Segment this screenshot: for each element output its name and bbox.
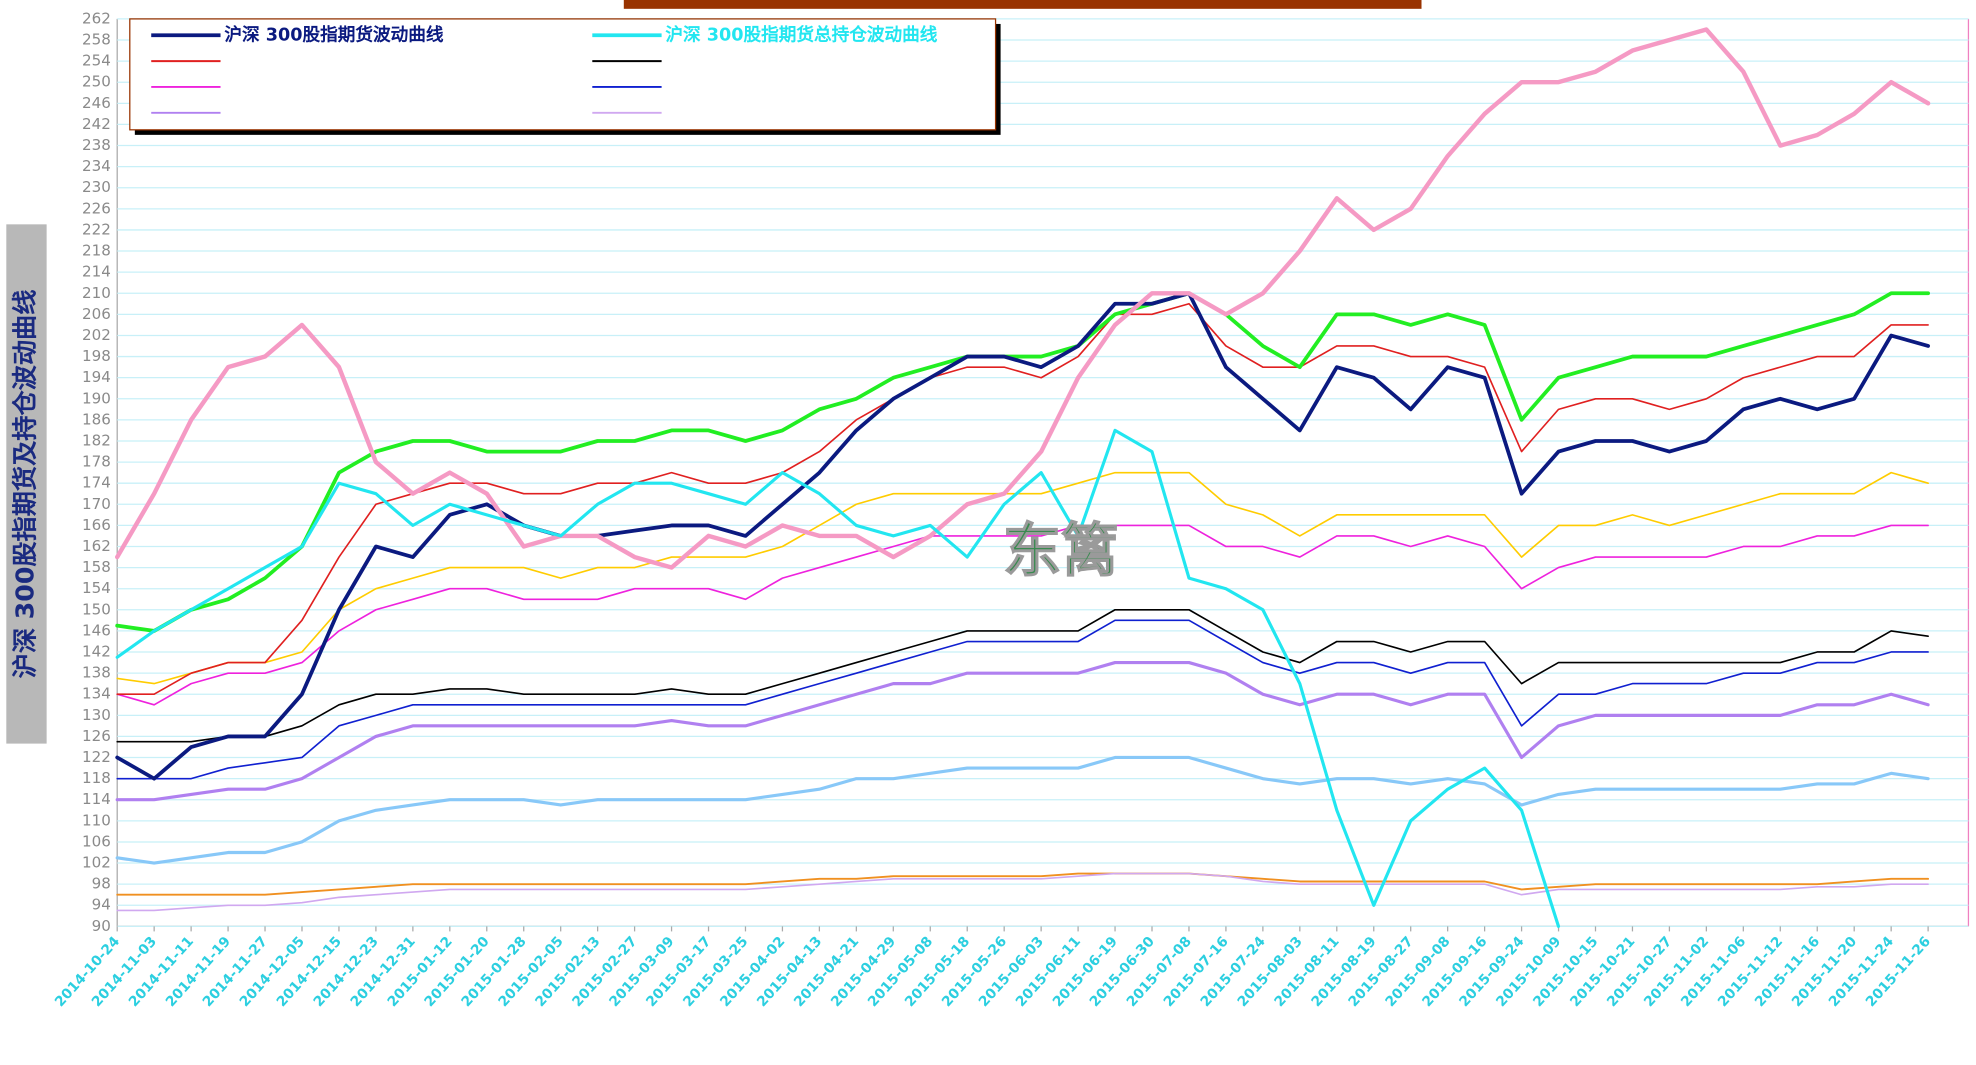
y-tick-label: 194 xyxy=(82,368,111,386)
y-tick-label: 90 xyxy=(92,917,111,935)
series-line xyxy=(115,755,1930,865)
y-tick-label: 206 xyxy=(82,305,111,323)
y-tick-label: 130 xyxy=(82,706,111,724)
y-tick-label: 106 xyxy=(82,832,111,850)
y-tick-label: 186 xyxy=(82,410,111,428)
y-tick-label: 158 xyxy=(82,558,111,576)
legend-label: 沪深 300股指期货总持仓波动曲线 xyxy=(665,23,937,45)
legend-box xyxy=(129,18,997,131)
y-tick-label: 138 xyxy=(82,664,111,682)
y-tick-label: 98 xyxy=(92,875,111,893)
series-line xyxy=(115,660,1930,802)
y-tick-label: 262 xyxy=(82,9,111,27)
y-tick-label: 150 xyxy=(82,600,111,618)
legend-label: 沪深 300股指期货波动曲线 xyxy=(224,23,444,45)
series-line xyxy=(116,872,1929,912)
series-line xyxy=(115,291,1931,781)
plot-area: 90 94 98 102 106 110 114 118 122 126 130 134 138 142 1… xyxy=(52,9,1969,1010)
y-tick-label: 170 xyxy=(82,495,111,513)
y-label-box xyxy=(6,224,47,744)
y-tick-label: 126 xyxy=(82,727,111,745)
y-tick-label: 102 xyxy=(82,854,111,872)
series-line xyxy=(114,27,1931,570)
y-tick-label: 226 xyxy=(82,199,111,217)
y-tick-label: 230 xyxy=(82,178,111,196)
legend: 沪深 300股指期货波动曲线 沪深 300股指期货总持仓波动曲线 xyxy=(151,23,938,114)
y-tick-label: 154 xyxy=(82,579,111,597)
y-tick-label: 246 xyxy=(82,94,111,112)
y-tick-label: 114 xyxy=(82,790,111,808)
series-line xyxy=(116,619,1929,780)
y-tick-label: 134 xyxy=(82,685,111,703)
y-tick-label: 218 xyxy=(82,242,111,260)
y-tick-label: 94 xyxy=(92,896,111,914)
y-tick-label: 250 xyxy=(82,73,111,91)
y-tick-label: 166 xyxy=(82,516,111,534)
series-line xyxy=(115,291,1931,633)
series-line xyxy=(116,471,1929,685)
y-tick-label: 210 xyxy=(82,284,111,302)
y-tick-label: 146 xyxy=(82,621,111,639)
y-tick-label: 214 xyxy=(82,263,111,281)
y-tick-label: 122 xyxy=(82,748,111,766)
y-tick-label: 162 xyxy=(82,537,111,555)
y-tick-label: 118 xyxy=(82,769,111,787)
y-tick-label: 142 xyxy=(82,643,111,661)
y-tick-label: 198 xyxy=(82,347,111,365)
title-bar xyxy=(623,0,1422,9)
series-line xyxy=(116,524,1929,706)
y-tick-label: 202 xyxy=(82,326,111,344)
y-tick-label: 258 xyxy=(82,31,111,49)
y-tick-label: 234 xyxy=(82,157,111,175)
watermark: 东篱 xyxy=(1003,517,1119,585)
y-tick-label: 182 xyxy=(82,431,111,449)
series-line xyxy=(116,608,1929,743)
y-axis-label: 沪深 300股指期货及持仓波动曲线 xyxy=(10,290,39,679)
y-tick-label: 110 xyxy=(82,811,111,829)
y-tick-label: 222 xyxy=(82,220,111,238)
y-tick-label: 190 xyxy=(82,389,111,407)
y-tick-label: 178 xyxy=(82,453,111,471)
series-line xyxy=(116,872,1930,896)
y-tick-label: 238 xyxy=(82,136,111,154)
y-tick-label: 174 xyxy=(82,474,111,492)
y-tick-label: 242 xyxy=(82,115,111,133)
y-tick-label: 254 xyxy=(82,52,111,70)
series-line xyxy=(115,428,1561,928)
